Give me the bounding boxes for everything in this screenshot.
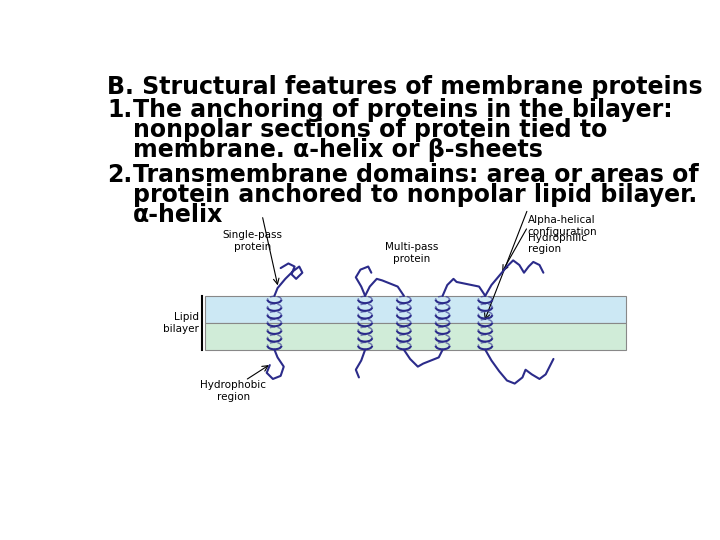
Bar xyxy=(204,296,626,323)
Bar xyxy=(204,323,626,350)
Text: 1.: 1. xyxy=(107,98,132,122)
Text: Multi-pass
protein: Multi-pass protein xyxy=(385,242,438,264)
Text: Hydrophilic
region: Hydrophilic region xyxy=(528,233,587,254)
Text: 2.: 2. xyxy=(107,163,132,187)
Text: membrane. α-helix or β-sheets: membrane. α-helix or β-sheets xyxy=(132,138,542,162)
Text: Hydrophobic
region: Hydrophobic region xyxy=(200,381,266,402)
Text: Single-pass
protein: Single-pass protein xyxy=(222,231,283,252)
Text: The anchoring of proteins in the bilayer:: The anchoring of proteins in the bilayer… xyxy=(132,98,672,122)
Text: Lipid
bilayer: Lipid bilayer xyxy=(163,312,199,334)
Text: α-helix: α-helix xyxy=(132,202,223,227)
Text: B. Structural features of membrane proteins: B. Structural features of membrane prote… xyxy=(107,75,703,99)
Text: Transmembrane domains: area or areas of: Transmembrane domains: area or areas of xyxy=(132,163,698,187)
Text: Alpha-helical
configuration: Alpha-helical configuration xyxy=(528,215,598,237)
Text: protein anchored to nonpolar lipid bilayer.: protein anchored to nonpolar lipid bilay… xyxy=(132,183,697,207)
Text: nonpolar sections of protein tied to: nonpolar sections of protein tied to xyxy=(132,118,607,142)
